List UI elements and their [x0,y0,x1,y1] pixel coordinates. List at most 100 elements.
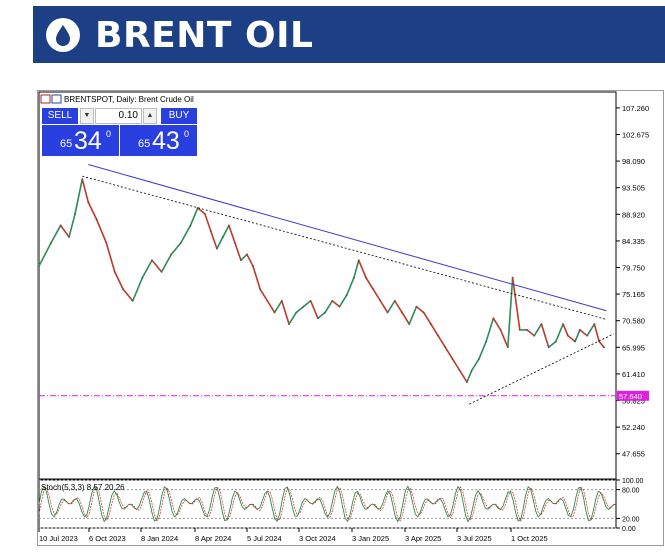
price-segment [331,300,341,308]
indicator-level-label: 80.00 [622,488,640,495]
price-segment [189,207,199,226]
buy-button[interactable]: BUY [161,108,197,124]
price-segment [259,288,269,302]
lot-size-input[interactable]: 0.10 [95,108,142,124]
x-tick-label: 3 Apr 2025 [405,534,441,543]
price-segment [160,254,172,273]
price-segment [302,300,312,308]
sell-price-point: 0 [106,129,112,139]
x-tick-label: 8 Jan 2024 [141,534,178,543]
y-tick-label: 107.260 [622,104,649,113]
stochastic-signal-line [38,486,617,522]
y-tick-label: 65.995 [622,343,645,352]
price-segment [87,201,98,220]
price-segment [526,329,535,337]
y-axis: 107.260 102.675 98.090 93.505 88.920 84.335 79… [616,104,649,459]
price-segment [459,370,468,383]
indicator-label: Stoch(5,3,3) 8.57 20.26 [41,483,125,492]
price-segment [295,306,304,314]
indicator-level-label: 20.00 [622,516,640,523]
price-segment [437,335,446,348]
price-segment [485,318,495,342]
price-segment [246,254,254,267]
price-segment [105,242,116,273]
chart-canvas: BRENTSPOT, Daily: Brent Crude Oil 107.26… [37,90,664,546]
y-tick-label: 52.240 [622,423,645,432]
price-segment [141,259,153,279]
price-segment [273,300,283,313]
price-segment [38,242,52,267]
y-tick-label: 47.655 [622,450,645,459]
plot-area: 57.640 [38,164,649,405]
price-segment [309,300,319,319]
price-segment [358,259,367,278]
price-segment [466,370,473,383]
price-segment [266,300,276,313]
price-segment [338,294,348,308]
price-segment [555,323,564,342]
x-tick-label: 3 Oct 2024 [299,534,336,543]
price-segment [59,224,70,238]
price-segment [401,312,410,325]
price-segment [353,260,360,278]
indicator-level-label: 100.00 [622,478,644,485]
price-segment [471,358,480,371]
price-segment [95,219,108,244]
lot-increase-button[interactable]: ▲ [143,108,157,124]
y-tick-label: 61.410 [622,370,645,379]
buy-price-display[interactable]: 65 43 0 [120,125,197,156]
price-segment [451,358,461,371]
y-tick-label: 88.920 [622,210,645,219]
price-segment [252,265,261,290]
price-segment [50,225,62,244]
price-chart[interactable]: BRENTSPOT, Daily: Brent Crude Oil 107.26… [37,90,665,547]
title-banner: BRENT OIL [33,6,665,63]
price-segment [379,300,389,313]
price-segment [444,346,454,360]
y-tick-label: 84.335 [622,237,645,246]
main-plot-frame [38,91,617,480]
price-segment [228,225,236,244]
price-segment [533,323,543,337]
price-segment [540,323,550,348]
buy-price-point: 0 [184,129,190,139]
sell-button[interactable]: SELL [42,108,78,124]
price-segment [586,323,596,337]
price-segment [317,311,326,319]
price-segment [114,271,124,290]
price-segment [478,341,487,360]
price-segment [593,323,600,342]
sell-price-main: 34 [74,127,102,155]
price-segment [598,340,605,348]
price-segment [511,277,521,330]
price-segment [574,329,581,342]
x-tick-label: 10 Jul 2023 [39,534,78,543]
price-segment [204,213,212,232]
chart-header-icons [40,94,62,104]
lot-decrease-button[interactable]: ▼ [80,108,94,124]
price-segment [422,312,432,325]
price-segment [562,323,569,336]
price-segment [567,335,576,343]
y-tick-label: 93.505 [622,184,645,193]
chart-symbol-label: BRENTSPOT, Daily: Brent Crude Oil [64,95,194,104]
price-segment [170,242,182,255]
price-segment [386,300,396,313]
y-tick-label: 79.750 [622,264,645,273]
price-segment [151,259,163,273]
buy-price-main: 43 [152,127,180,155]
price-segment [499,329,509,348]
price-segment [507,277,514,348]
price-segment [74,178,84,215]
banner-title: BRENT OIL [95,15,314,56]
price-segment [132,277,144,302]
sell-price-display[interactable]: 65 34 0 [42,125,119,156]
price-segment [288,312,297,325]
y-tick-label: 102.675 [622,131,649,140]
price-segment [430,323,439,337]
price-segment [365,277,374,290]
support-level-tag [617,390,649,401]
price-point [603,346,605,349]
price-segment [180,225,192,244]
price-segment [281,300,290,325]
